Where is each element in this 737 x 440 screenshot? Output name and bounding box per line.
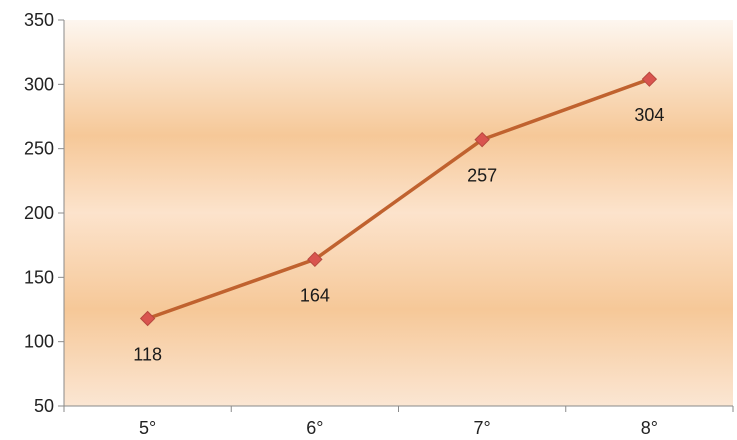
plot-area [64, 20, 733, 406]
data-point-marker [474, 131, 490, 148]
x-axis-ticks: 5° 6° 7° 8° [63, 406, 734, 438]
data-point-marker [307, 251, 323, 268]
data-labels: 118 164 257 304 [133, 105, 664, 364]
y-tick-label: 50 [34, 396, 54, 416]
data-label: 164 [300, 285, 330, 305]
y-tick-label: 350 [24, 10, 54, 30]
x-tick-label: 8° [641, 418, 658, 438]
data-point-marker [139, 310, 156, 327]
y-tick-label: 200 [24, 203, 54, 223]
x-tick-label: 7° [474, 418, 491, 438]
series-line [147, 77, 650, 321]
data-label: 118 [133, 345, 162, 365]
y-tick-label: 300 [24, 74, 54, 94]
data-label: 304 [634, 105, 664, 125]
series-group [139, 71, 658, 327]
y-tick-label: 150 [24, 267, 54, 287]
data-point-marker [641, 71, 658, 87]
y-tick-label: 100 [24, 332, 54, 352]
y-axis-ticks: 50 100 150 200 250 300 350 [24, 10, 64, 416]
x-tick-label: 5° [139, 418, 156, 438]
x-tick-label: 6° [306, 418, 323, 438]
data-label: 257 [467, 166, 497, 186]
y-tick-label: 250 [24, 139, 54, 159]
